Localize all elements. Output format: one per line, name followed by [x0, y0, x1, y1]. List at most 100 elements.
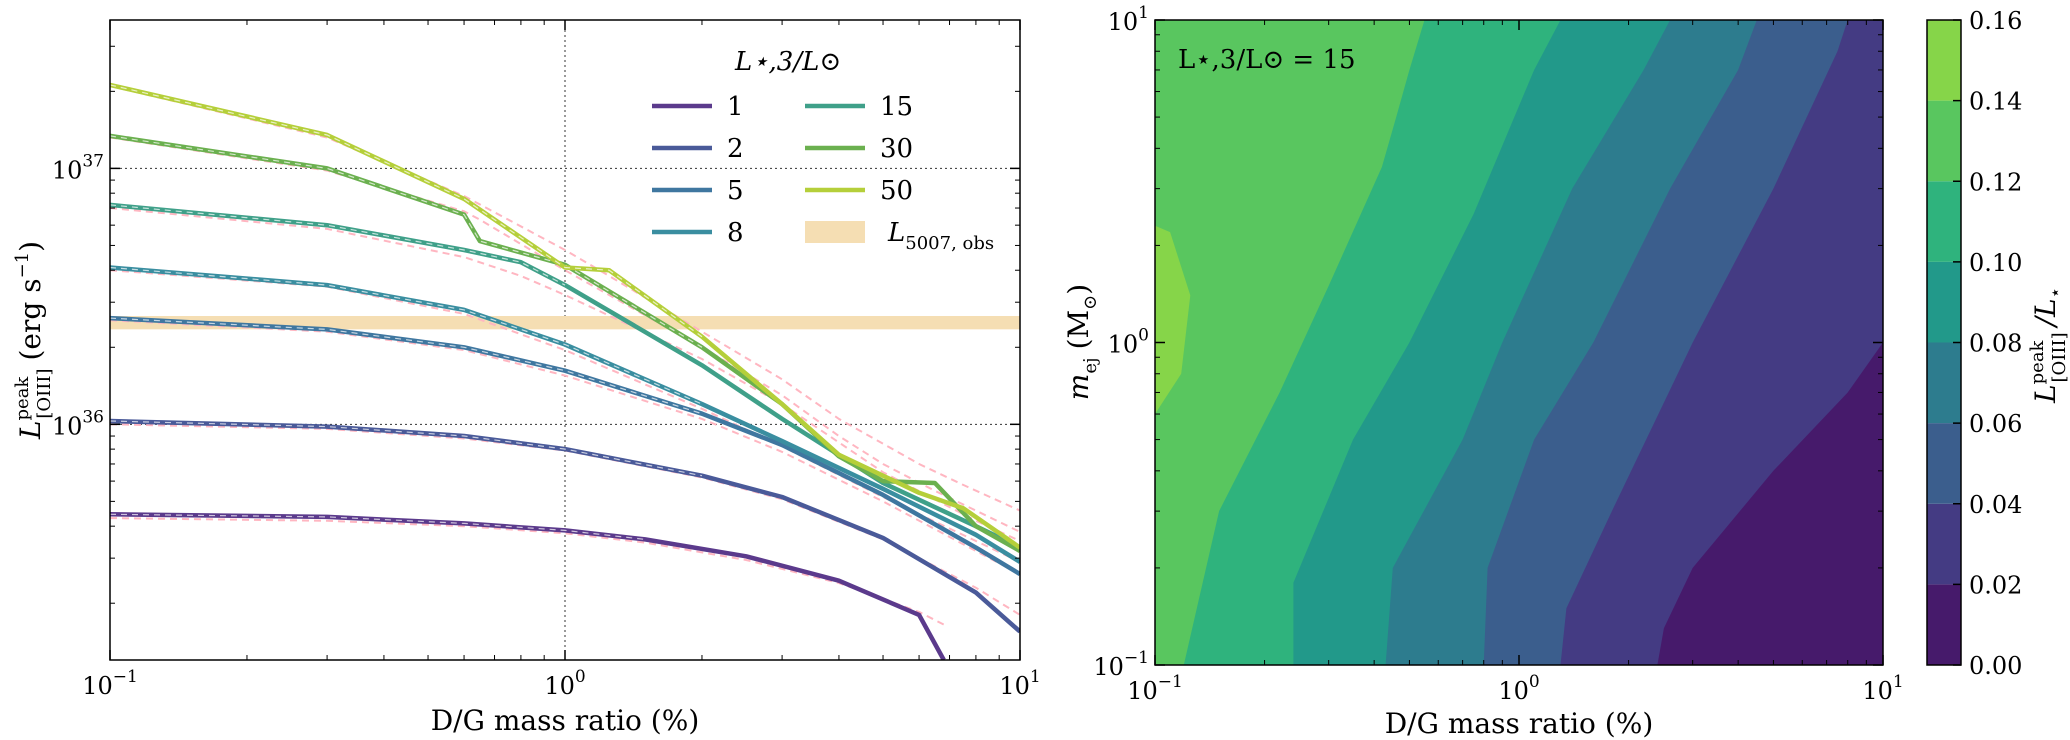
- series-overlay-2: [110, 420, 703, 477]
- colorbar-ticks: 0.00 0.02 0.04 0.06 0.08 0.10 0.12 0.14 0.16: [1953, 7, 2022, 680]
- colorbar-tick-label: 0.08: [1969, 330, 2022, 358]
- contour-fills: [1155, 20, 1883, 665]
- left-x-tick-label-exp: 1: [1030, 667, 1041, 687]
- right-y-tick-label-exp: 0: [1138, 326, 1149, 346]
- cb-label-main: L: [2029, 384, 2062, 404]
- left-x-tick-label: 101: [999, 667, 1040, 700]
- legend-label-1: 1: [727, 92, 744, 122]
- right-x-tick-label-exp: 1: [1893, 672, 1904, 692]
- fit-line-8: [110, 269, 1020, 563]
- left-y-tick-label-base: 10: [52, 156, 83, 184]
- colorbar-tick-label: 0.04: [1969, 491, 2022, 519]
- ylabel-sup: peak: [12, 376, 33, 421]
- colorbar-segment: [1927, 20, 1961, 101]
- contour-annotation: L⋆,3/L⊙ = 15: [1178, 45, 1356, 75]
- legend-swatch-band: [805, 221, 865, 243]
- ylabel-units-close: ): [14, 241, 47, 252]
- colorbar-segment: [1927, 503, 1961, 585]
- left-x-tick-label-base: 10: [82, 672, 113, 700]
- series-overlay-8: [110, 266, 703, 405]
- right-y-tick-label: 100: [1108, 326, 1149, 359]
- colorbar-segment: [1927, 100, 1961, 182]
- ylabel-units-sup: −1: [12, 252, 33, 279]
- legend-title: L⋆,3/L⊙: [734, 47, 841, 77]
- left-x-tick-label: 100: [544, 667, 585, 700]
- colorbar: [1926, 19, 1962, 666]
- ylabel-sub: [OIII]: [34, 369, 55, 419]
- series-overlay-15: [110, 204, 566, 286]
- legend-label-5: 5: [727, 176, 744, 206]
- mej-units-close: ): [1062, 284, 1095, 295]
- mej-units: (M: [1062, 310, 1095, 350]
- colorbar-segment: [1927, 181, 1961, 262]
- legend-label-8: 8: [727, 218, 744, 248]
- colorbar-tick-label: 0.12: [1969, 168, 2022, 196]
- right-x-tick-label: 100: [1498, 672, 1539, 705]
- right-x-tick-label-exp: −1: [1158, 672, 1183, 692]
- legend-label-2: 2: [727, 134, 744, 164]
- cb-label-tail: /L: [2029, 298, 2062, 329]
- cb-label-sub: [OIII]: [2049, 332, 2070, 382]
- left-x-tick-label-exp: −1: [113, 667, 138, 687]
- right-y-tick-label-exp: 1: [1138, 3, 1149, 23]
- legend-label-30: 30: [880, 134, 913, 164]
- right-y-axis-label: mej (M⊙): [1062, 284, 1101, 400]
- right-y-tick-label-base: 10: [1108, 8, 1139, 36]
- left-x-tick-label-base: 10: [999, 672, 1030, 700]
- left-y-tick-label: 1037: [52, 151, 104, 184]
- cb-label-sup: peak: [2027, 339, 2048, 384]
- right-x-axis-label: D/G mass ratio (%): [1385, 707, 1654, 740]
- colorbar-label: Lpeak[OIII] /L⋆: [2027, 287, 2070, 404]
- left-x-tick-label-exp: 0: [575, 667, 586, 687]
- right-x-tick-label-base: 10: [1498, 677, 1529, 705]
- fit-line-5: [110, 319, 1020, 575]
- colorbar-tick-label: 0.10: [1969, 249, 2022, 277]
- left-y-tick-label-base: 10: [52, 412, 83, 440]
- series-line-1: [110, 512, 946, 660]
- colorbar-segment: [1927, 584, 1961, 665]
- legend-label-band: L5007, obs: [887, 218, 994, 254]
- series-overlay-5: [110, 317, 703, 415]
- right-y-tick-label: 10−1: [1093, 648, 1149, 681]
- left-bands: [110, 316, 1020, 330]
- legend-band-sub: 5007, obs: [905, 233, 994, 254]
- cb-label-tail-sub: ⋆: [2045, 287, 2066, 298]
- left-y-tick-label-exp: 36: [82, 407, 104, 427]
- ylabel-units: (erg s: [14, 278, 47, 360]
- right-x-tick-label: 101: [1862, 672, 1903, 705]
- left-y-axis-label: Lpeak[OIII] (erg s−1): [12, 241, 55, 440]
- colorbar-segment: [1927, 423, 1961, 504]
- legend-label-15: 15: [880, 92, 913, 122]
- contour-region-peak: [1155, 225, 1191, 414]
- colorbar-tick-label: 0.00: [1969, 652, 2022, 680]
- colorbar-tick-label: 0.16: [1969, 7, 2022, 35]
- series-line-5: [110, 315, 1020, 577]
- left-x-axis-label: D/G mass ratio (%): [431, 704, 700, 737]
- right-x-tick-label: 10−1: [1127, 672, 1183, 705]
- right-x-tick-label-base: 10: [1127, 677, 1158, 705]
- colorbar-segment: [1927, 261, 1961, 343]
- contour-region-0.02: [1657, 342, 1883, 665]
- mej-sub: ej: [1080, 357, 1101, 373]
- series-overlay-50: [110, 84, 703, 338]
- colorbar-segment: [1927, 342, 1961, 424]
- legend-label-50: 50: [880, 176, 913, 206]
- series-overlay-30: [110, 135, 703, 348]
- right-y-tick-label: 101: [1108, 3, 1149, 36]
- left-series: [110, 82, 1020, 660]
- fit-line-2: [110, 423, 1020, 616]
- colorbar-tick-label: 0.14: [1969, 88, 2022, 116]
- fit-line-50: [110, 84, 1020, 512]
- right-y-tick-label-exp: −1: [1124, 648, 1149, 668]
- right-x-tick-label-exp: 0: [1529, 672, 1540, 692]
- right-x-tick-label-base: 10: [1862, 677, 1893, 705]
- right-y-tick-label-base: 10: [1108, 331, 1139, 359]
- colorbar-tick-label: 0.06: [1969, 410, 2022, 438]
- colorbar-tick-label: 0.02: [1969, 571, 2022, 599]
- left-x-tick-label: 10−1: [82, 667, 138, 700]
